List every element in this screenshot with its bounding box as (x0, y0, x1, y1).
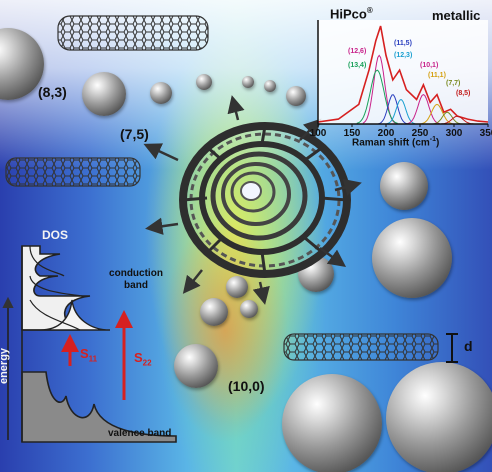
sphere (380, 162, 428, 210)
sphere (226, 276, 248, 298)
sphere (150, 82, 172, 104)
valence-band-shape (21, 371, 177, 443)
valence-band-label: valence band (108, 428, 172, 439)
raman-subtitle: metallic (432, 8, 481, 23)
nanotube-left (5, 157, 141, 187)
raman-component-peak (386, 99, 416, 125)
raman-x-tick-label: 100 (310, 128, 327, 139)
raman-title-text: HiPco (330, 6, 367, 22)
s22-main: S (134, 350, 143, 365)
raman-peak-label: (11,1) (428, 72, 446, 79)
raman-component-peak (356, 69, 398, 124)
sphere (372, 218, 452, 298)
raman-component-peak (406, 94, 440, 125)
energy-label: energy (0, 347, 11, 385)
sphere (286, 86, 306, 106)
s11-label: S11 (80, 346, 97, 364)
raman-x-tick-label: 150 (344, 128, 361, 139)
sphere (264, 80, 276, 92)
sphere (386, 362, 492, 472)
raman-xlabel-end: ) (436, 137, 440, 149)
raman-title-sup: ® (366, 6, 373, 15)
raman-xlabel-text: Raman shift (cm (352, 137, 430, 149)
raman-xlabel: Raman shift (cm-1) (352, 136, 439, 148)
s11-sub: 11 (88, 354, 98, 364)
raman-peak-label: (8,5) (456, 90, 471, 97)
raman-component-peak (420, 103, 454, 125)
raman-peak-label: (7,7) (446, 80, 461, 87)
raman-x-tick-label: 250 (412, 128, 429, 139)
raman-x-tick-label: 200 (378, 128, 395, 139)
raman-component-peak (441, 115, 474, 125)
diameter-marker (446, 333, 458, 363)
chirality-label-7-5: (7,5) (120, 126, 149, 142)
raman-component-peak (432, 111, 462, 125)
conduction-band-label: conduction band (109, 268, 163, 291)
nanotube-center (179, 122, 351, 278)
raman-peak-label: (11,5) (394, 40, 412, 47)
chirality-label-8-3: (8,3) (38, 84, 67, 100)
raman-xlabel-sup: -1 (429, 136, 437, 143)
nanotube-right (283, 333, 439, 361)
s22-sub: 22 (142, 358, 152, 368)
raman-peak-label: (10,1) (420, 62, 439, 69)
sphere (174, 344, 218, 388)
raman-series-line (317, 25, 489, 123)
diameter-label: d (464, 338, 473, 354)
raman-peak-label: (13,4) (348, 62, 367, 69)
raman-component-peak (378, 94, 408, 125)
s11-main: S (80, 346, 89, 361)
raman-panel: 100 150 200 250 300 350 (310, 20, 492, 139)
nanotube-top (57, 15, 209, 51)
sphere (82, 72, 126, 116)
sphere (200, 298, 228, 326)
s22-label: S22 (134, 350, 152, 368)
raman-peak-label: (12,3) (394, 52, 413, 59)
chirality-label-10-0: (10,0) (228, 378, 265, 394)
dos-panel (2, 245, 177, 443)
sphere (242, 76, 254, 88)
sphere (196, 74, 212, 90)
raman-x-tick-label: 350 (480, 128, 492, 139)
arrows (143, 95, 362, 305)
sphere (282, 374, 382, 472)
raman-x-tick-label: 300 (446, 128, 463, 139)
raman-peak-label: (12,6) (348, 48, 367, 55)
dos-label: DOS (42, 228, 69, 242)
raman-title: HiPco® (330, 6, 373, 21)
